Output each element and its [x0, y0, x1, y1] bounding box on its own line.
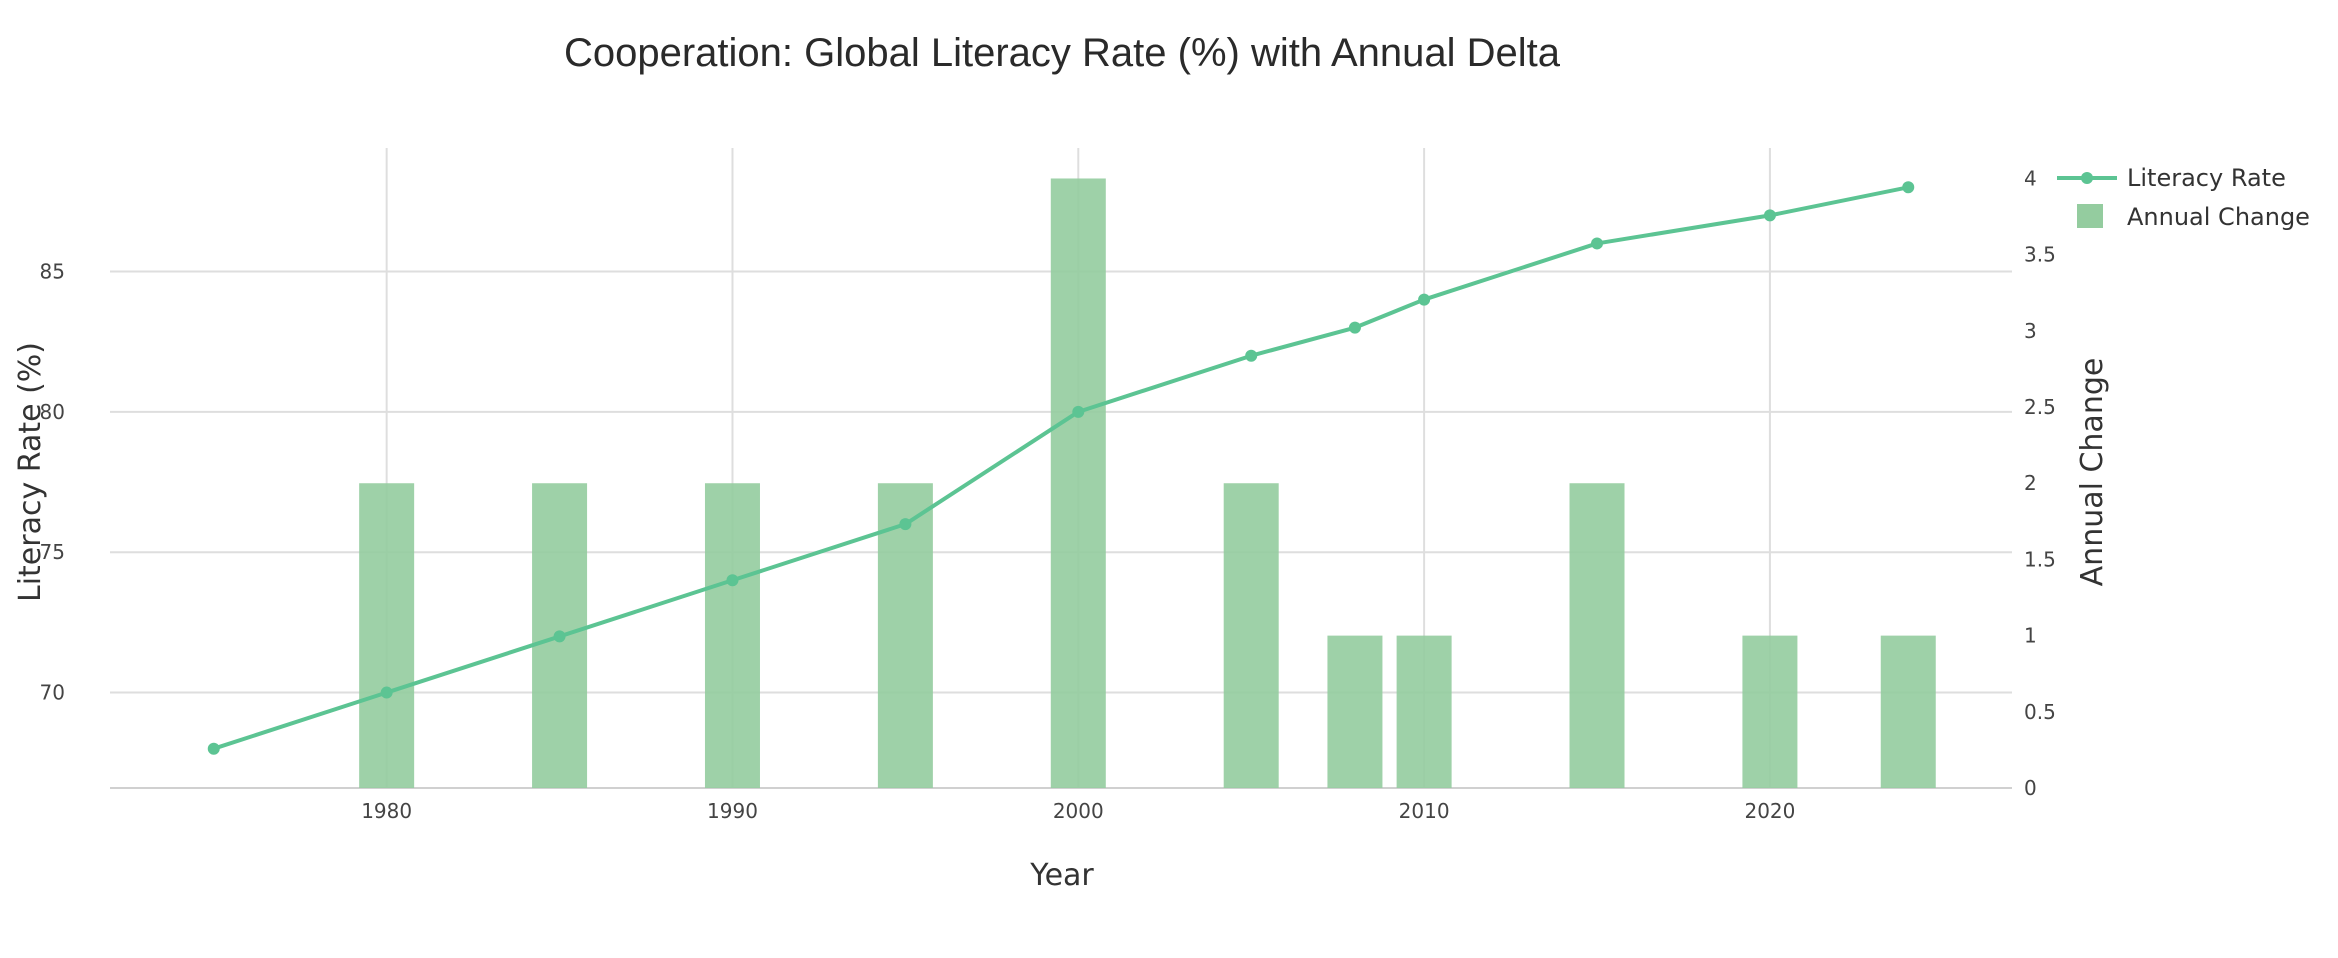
y-tick-label: 85 [40, 260, 65, 284]
x-tick-label: 1980 [361, 799, 412, 823]
y-tick-label: 80 [40, 400, 65, 424]
y2-tick-label: 0.5 [2024, 700, 2056, 724]
bar-2005[interactable] [1223, 483, 1279, 788]
point-1995[interactable] [899, 518, 912, 531]
y2-tick-label: 0 [2024, 776, 2037, 800]
y2-tick-label: 4 [2024, 166, 2037, 190]
point-2000[interactable] [1072, 405, 1085, 418]
point-2024[interactable] [1902, 181, 1915, 194]
point-2020[interactable] [1763, 209, 1776, 222]
bar-2010[interactable] [1396, 635, 1452, 788]
point-1990[interactable] [726, 574, 739, 587]
y2-axis-title: Annual Change [2075, 358, 2110, 587]
y2-tick-label: 1 [2024, 624, 2037, 648]
legend-label-literacy-rate: Literacy Rate [2127, 164, 2286, 192]
legend-item-literacy-rate[interactable]: Literacy Rate [2057, 164, 2286, 192]
bar-2008[interactable] [1327, 635, 1383, 788]
y-tick-label: 70 [40, 681, 65, 705]
bar-1990[interactable] [704, 483, 760, 788]
point-2010[interactable] [1418, 293, 1431, 306]
y2-tick-label: 1.5 [2024, 547, 2056, 571]
y-tick-label: 75 [40, 540, 65, 564]
legend-label-annual-change: Annual Change [2127, 203, 2310, 231]
y2-tick-label: 2 [2024, 471, 2037, 495]
x-tick-label: 2000 [1053, 799, 1104, 823]
y-axis-title: Literacy Rate (%) [13, 342, 48, 602]
legend-item-annual-change[interactable]: Annual Change [2077, 203, 2310, 231]
bar-1980[interactable] [359, 483, 415, 788]
x-tick-label: 1990 [707, 799, 758, 823]
chart-title: Cooperation: Global Literacy Rate (%) wi… [564, 31, 1561, 75]
bar-2024[interactable] [1880, 635, 1936, 788]
legend-bar-swatch [2077, 204, 2103, 228]
y2-tick-label: 2.5 [2024, 395, 2056, 419]
legend[interactable]: Literacy Rate Annual Change [2057, 164, 2310, 231]
literacy-rate-line [213, 185, 1909, 751]
x-tick-label: 2020 [1744, 799, 1795, 823]
point-1975[interactable] [207, 742, 220, 755]
point-1985[interactable] [553, 630, 566, 643]
tick-labels: 1980 1990 2000 2010 2020 70 75 80 85 0 0.5 1 1.5 2 2.5… [40, 166, 2056, 823]
point-2008[interactable] [1348, 321, 1361, 334]
point-1980[interactable] [380, 686, 393, 699]
line-series-literacy-rate [207, 181, 1915, 755]
bar-series-annual-change [359, 178, 1936, 788]
y2-tick-label: 3.5 [2024, 243, 2056, 267]
bar-2000[interactable] [1050, 178, 1106, 788]
bar-2020[interactable] [1742, 635, 1798, 788]
legend-marker [2081, 172, 2093, 184]
bar-2015[interactable] [1569, 483, 1625, 788]
x-axis-title: Year [1029, 858, 1094, 893]
point-2005[interactable] [1245, 349, 1258, 362]
y2-tick-label: 3 [2024, 319, 2037, 343]
bar-1995[interactable] [877, 483, 933, 788]
x-tick-label: 2010 [1399, 799, 1450, 823]
point-2015[interactable] [1591, 237, 1604, 250]
